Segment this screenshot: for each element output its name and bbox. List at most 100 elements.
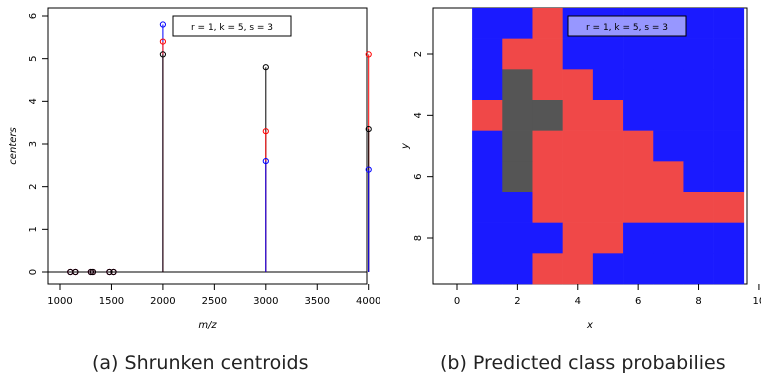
y-tick-label: 2 bbox=[413, 51, 424, 57]
heatmap-cell bbox=[653, 100, 684, 131]
heatmap-cell bbox=[623, 222, 654, 254]
heatmap-cell bbox=[623, 192, 654, 223]
legend-box bbox=[172, 15, 292, 37]
heatmap-cell bbox=[653, 38, 684, 70]
heatmap-cell bbox=[683, 192, 714, 223]
heatmap-cell bbox=[713, 69, 745, 101]
data-point bbox=[159, 21, 167, 28]
heatmap-cell bbox=[713, 192, 745, 223]
y-tick-label: 6 bbox=[413, 173, 424, 179]
heatmap-cell bbox=[532, 8, 563, 39]
heatmap-cell bbox=[502, 192, 533, 223]
plot-frame bbox=[47, 7, 368, 285]
heatmap-cell bbox=[623, 253, 654, 285]
heatmap-cell bbox=[713, 161, 745, 193]
heatmap-cell bbox=[683, 253, 714, 285]
heatmap-cell bbox=[472, 38, 503, 70]
heatmap-cell bbox=[653, 253, 684, 285]
data-point bbox=[159, 38, 167, 45]
heatmap-cell bbox=[713, 222, 745, 254]
heatmap-cell bbox=[683, 8, 714, 39]
heatmap-cell bbox=[683, 69, 714, 101]
heatmap-cell bbox=[653, 192, 684, 223]
heatmap-cell bbox=[532, 222, 563, 254]
data-point bbox=[159, 51, 167, 58]
x-tick-label: 10 bbox=[753, 296, 761, 307]
heatmap-cell bbox=[502, 8, 533, 39]
caption-b: (b) Predicted class probabilies bbox=[440, 352, 726, 374]
heatmap-cell bbox=[562, 222, 594, 254]
heatmap-cell bbox=[653, 69, 684, 101]
heatmap-cell bbox=[713, 100, 745, 131]
data-point bbox=[106, 268, 113, 276]
y-tick-label: 4 bbox=[413, 112, 424, 118]
data-point bbox=[87, 268, 94, 276]
heatmap-cell bbox=[562, 253, 594, 285]
heatmap-cell bbox=[562, 38, 594, 70]
heatmap-cell bbox=[683, 100, 714, 131]
heatmap-cell bbox=[562, 100, 594, 131]
x-tick-label: 3000 bbox=[253, 296, 278, 307]
heatmap-cell bbox=[472, 130, 503, 162]
x-tick-label: 2000 bbox=[150, 296, 175, 307]
legend-box bbox=[567, 15, 687, 37]
heatmap-cell bbox=[713, 38, 745, 70]
heatmap-cell bbox=[532, 161, 563, 193]
heatmap-cell bbox=[532, 69, 563, 101]
x-tick-label: 1000 bbox=[47, 296, 72, 307]
x-tick-label: 6 bbox=[635, 296, 641, 307]
heatmap-cell bbox=[623, 100, 654, 131]
heatmap-cell bbox=[532, 192, 563, 223]
heatmap-cell bbox=[592, 69, 624, 101]
x-tick-label: 8 bbox=[695, 296, 701, 307]
heatmap-cell bbox=[532, 38, 563, 70]
x-tick-label: 0 bbox=[454, 296, 460, 307]
x-axis-label: x bbox=[586, 320, 593, 331]
data-point bbox=[110, 268, 117, 276]
heatmap-cell bbox=[472, 100, 503, 131]
x-axis-label: m/z bbox=[198, 320, 217, 331]
heatmap-cell bbox=[653, 130, 684, 162]
heatmap-cell bbox=[592, 161, 624, 193]
heatmap-cell bbox=[502, 69, 533, 101]
data-point bbox=[262, 128, 269, 135]
heatmap-cell bbox=[502, 130, 533, 162]
shrunken-centroids-chart: 1000 1500 2000 2500 3000 3500 4000 0 1 2 3 4 5 6 m/z ce… bbox=[8, 7, 380, 331]
heatmap-cell bbox=[472, 8, 503, 39]
heatmap-cell bbox=[472, 222, 503, 254]
heatmap-cell bbox=[683, 222, 714, 254]
heatmap-cell bbox=[532, 100, 563, 131]
heatmap-cell bbox=[713, 8, 745, 39]
data-point bbox=[262, 64, 269, 71]
heatmap-cell bbox=[713, 253, 745, 285]
heatmap-cell bbox=[502, 38, 533, 70]
heatmap-cell bbox=[472, 192, 503, 223]
y-tick-label: 5 bbox=[28, 55, 39, 61]
heatmap-cell bbox=[502, 161, 533, 193]
y-tick-label: 2 bbox=[28, 183, 39, 189]
y-tick-label: 6 bbox=[28, 13, 39, 19]
x-tick-label: 3500 bbox=[305, 296, 330, 307]
heatmap-cell bbox=[623, 130, 654, 162]
heatmap-cell bbox=[713, 130, 745, 162]
class-probability-heatmap: 0 2 4 6 8 10 2 4 6 8 x y r = 1, k = 5, s = 3 bbox=[400, 7, 761, 331]
heatmap-cell bbox=[532, 253, 563, 285]
data-point bbox=[262, 157, 269, 165]
heatmap-cell bbox=[623, 69, 654, 101]
heatmap-cell bbox=[653, 161, 684, 193]
heatmap-cell bbox=[683, 130, 714, 162]
heatmap-cell bbox=[592, 100, 624, 131]
y-tick-label: 1 bbox=[28, 226, 39, 232]
heatmap-cell bbox=[623, 38, 654, 70]
heatmap-cell bbox=[562, 161, 594, 193]
data-point bbox=[365, 166, 372, 173]
heatmap-cell bbox=[592, 38, 624, 70]
heatmap-cell bbox=[592, 222, 624, 254]
heatmap-cell bbox=[562, 69, 594, 101]
heatmap-cell bbox=[623, 161, 654, 193]
y-tick-label: 8 bbox=[413, 235, 424, 241]
legend-label: r = 1, k = 5, s = 3 bbox=[191, 23, 273, 33]
heatmap-cell bbox=[502, 100, 533, 131]
x-tick-label: 2 bbox=[514, 296, 520, 307]
heatmap-cell bbox=[683, 161, 714, 193]
